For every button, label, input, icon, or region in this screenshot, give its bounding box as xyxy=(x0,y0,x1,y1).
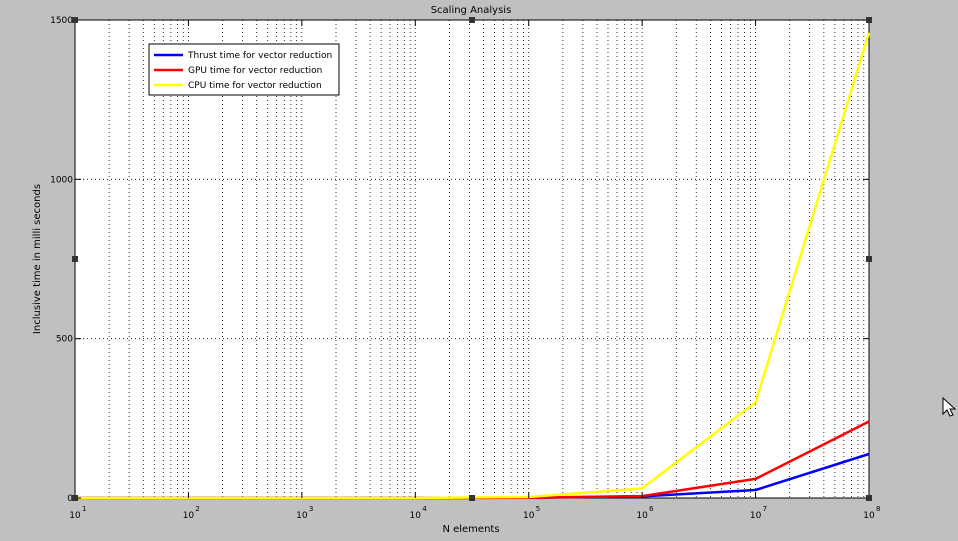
x-tick-label: 10 xyxy=(183,511,195,521)
x-tick-label: 10 xyxy=(69,511,81,521)
handle-bottom-right[interactable] xyxy=(866,495,872,501)
x-tick-label: 10 xyxy=(636,511,648,521)
legend[interactable]: Thrust time for vector reduction GPU time… xyxy=(148,43,340,96)
y-tick-label: 500 xyxy=(56,335,73,345)
y-tick-label: 1500 xyxy=(50,16,73,26)
plot-edit-handles[interactable] xyxy=(72,17,872,501)
x-tick-label: 10 xyxy=(296,511,308,521)
x-tick-exponent: 6 xyxy=(649,505,654,513)
handle-bottom-center[interactable] xyxy=(469,495,475,501)
handle-middle-right[interactable] xyxy=(866,256,872,262)
handle-top-left[interactable] xyxy=(72,17,78,23)
handle-top-center[interactable] xyxy=(469,17,475,23)
x-tick-label: 10 xyxy=(863,511,875,521)
plot-area xyxy=(74,19,870,499)
x-tick-exponent: 7 xyxy=(763,505,767,513)
grid xyxy=(75,20,869,498)
y-axis-label: Inclusive time in milli seconds xyxy=(32,184,43,334)
handle-bottom-left[interactable] xyxy=(72,495,78,501)
legend-label-1: Thrust time for vector reduction xyxy=(187,51,332,61)
handle-top-right[interactable] xyxy=(866,17,872,23)
x-tick-label: 10 xyxy=(750,511,762,521)
x-tick-label: 10 xyxy=(523,511,535,521)
x-tick-exponent: 1 xyxy=(82,505,86,513)
legend-label-3: CPU time for vector reduction xyxy=(188,81,322,91)
x-tick-exponent: 5 xyxy=(536,505,540,513)
x-tick-exponent: 2 xyxy=(195,505,199,513)
legend-label-2: GPU time for vector reduction xyxy=(188,66,322,76)
y-tick-label: 1000 xyxy=(50,175,73,185)
y-tick-label: 0 xyxy=(67,494,73,504)
x-axis-label: N elements xyxy=(442,524,499,535)
x-tick-label: 10 xyxy=(410,511,422,521)
x-tick-exponent: 4 xyxy=(422,505,427,513)
x-tick-exponent: 3 xyxy=(309,505,313,513)
chart-title: Scaling Analysis xyxy=(431,5,512,16)
mouse-cursor-icon xyxy=(942,396,957,417)
x-tick-exponent: 8 xyxy=(876,505,880,513)
handle-middle-left[interactable] xyxy=(72,256,78,262)
